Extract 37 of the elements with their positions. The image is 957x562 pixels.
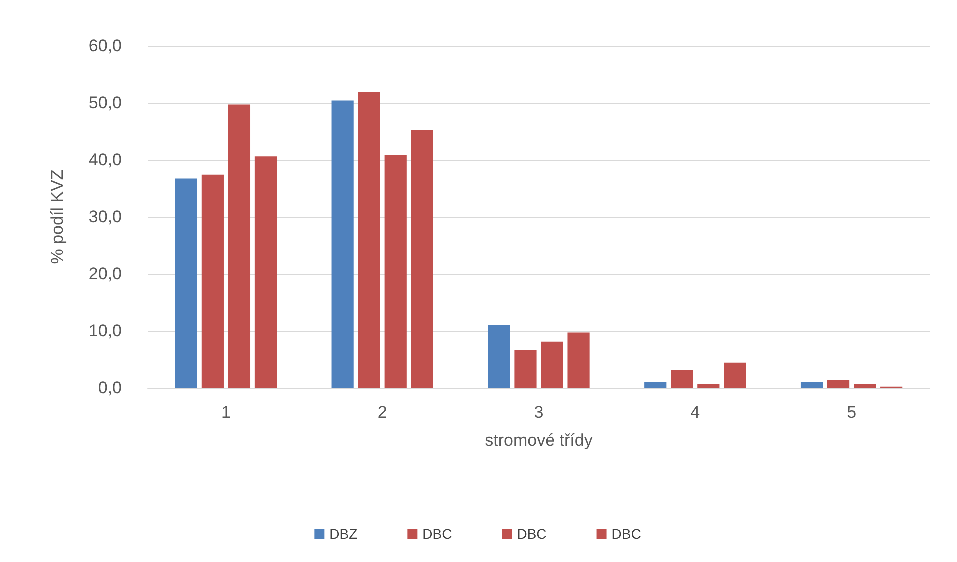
bar [411,130,434,388]
bar [854,384,876,388]
bar [254,156,278,388]
bar [698,384,720,388]
legend-label: DBC [612,526,642,542]
bar [175,178,198,388]
bar [800,382,824,388]
bar [724,362,746,388]
y-tick-label: 30,0 [88,208,122,226]
y-tick-label: 40,0 [88,150,122,170]
legend-label: DBZ [330,526,358,542]
y-tick-label: 0,0 [98,378,122,398]
bar [488,325,510,388]
bar [514,350,537,388]
bar [568,332,590,388]
bar [358,92,380,388]
bar [671,370,694,388]
bar [644,382,667,388]
bar [332,100,354,388]
x-tick-label: 1 [221,403,231,422]
bar [202,174,224,388]
bar [384,155,407,388]
x-tick-label: 2 [378,403,388,422]
y-tick-label: 60,0 [88,36,122,56]
bar [827,380,850,388]
y-tick-label: 50,0 [88,94,122,112]
legend-label: DBC [517,526,547,542]
x-axis-title: stromové třídy [485,431,594,450]
x-tick-label: 3 [534,403,544,422]
y-tick-label: 10,0 [88,322,122,340]
bar [541,342,564,388]
x-tick-label: 5 [847,403,857,422]
bar [228,104,251,388]
x-tick-label: 4 [690,403,700,422]
y-tick-label: 20,0 [88,264,122,284]
legend-label: DBC [422,526,452,542]
y-axis-title: % podíl KVZ [48,170,67,264]
